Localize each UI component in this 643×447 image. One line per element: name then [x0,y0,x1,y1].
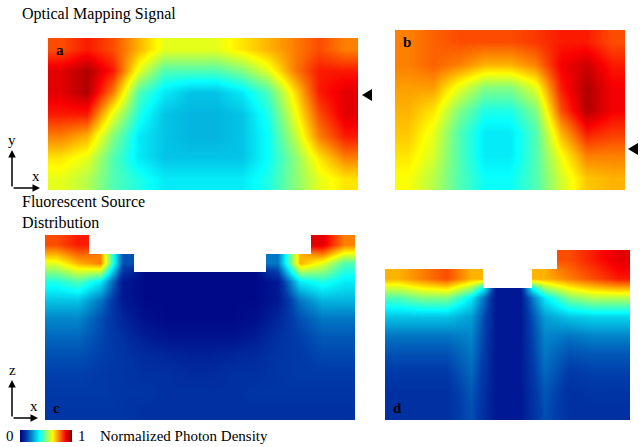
svg-text:z: z [9,362,16,378]
svg-text:x: x [30,398,38,414]
svg-text:x: x [32,168,40,184]
svg-text:1: 1 [78,428,86,444]
svg-text:a: a [56,42,64,58]
svg-text:Fluorescent SourceDistribution: Fluorescent SourceDistribution [22,193,145,231]
svg-text:0: 0 [6,428,14,444]
svg-text:Optical Mapping Signal: Optical Mapping Signal [22,5,176,23]
svg-text:y: y [8,132,16,148]
svg-text:d: d [393,400,402,416]
svg-text:c: c [53,400,60,416]
svg-text:Normalized Photon Density: Normalized Photon Density [100,428,268,444]
svg-text:b: b [403,34,411,50]
